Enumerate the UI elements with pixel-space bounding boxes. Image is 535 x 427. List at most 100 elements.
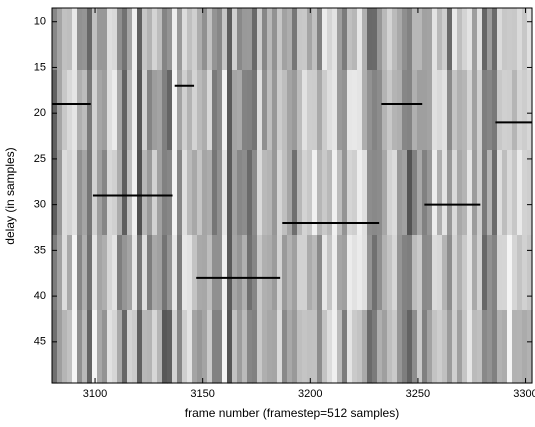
heatmap-cell [277,150,283,236]
heatmap-cell [212,150,218,236]
heatmap-cell [477,235,483,311]
heatmap-cell [52,150,58,236]
heatmap-cell [352,310,358,384]
heatmap-cell [267,150,273,236]
heatmap-cell [107,310,113,384]
heatmap-cell [527,235,533,311]
heatmap-cell [292,8,298,71]
heatmap-cell [242,310,248,384]
heatmap-cell [527,8,533,71]
heatmap-cell [207,70,213,151]
heatmap-cell [277,235,283,311]
heatmap-cell [327,310,333,384]
heatmap-cell [452,8,458,71]
heatmap-cell [67,310,73,384]
heatmap-cell [472,8,478,71]
heatmap-cell [472,150,478,236]
heatmap-cell [522,310,528,384]
heatmap-cell [427,310,433,384]
heatmap-cell [347,8,353,71]
heatmap-cell [217,150,223,236]
heatmap-cell [317,150,323,236]
heatmap-cell [452,310,458,384]
heatmap-cell [487,150,493,236]
heatmap-cell [162,150,168,236]
heatmap-cell [122,70,128,151]
heatmap-cell [192,310,198,384]
heatmap-cell [467,8,473,71]
heatmap-cell [302,235,308,311]
heatmap-cell [322,150,328,236]
heatmap-cell [57,70,63,151]
heatmap-cell [82,235,88,311]
y-tick-label: 30 [34,199,46,211]
heatmap-cell [312,8,318,71]
heatmap-cell [502,70,508,151]
heatmap-cell [152,150,158,236]
heatmap-cell [392,70,398,151]
heatmap-cell [397,8,403,71]
heatmap-cell [322,310,328,384]
heatmap-cell [522,70,528,151]
heatmap-cell [92,70,98,151]
heatmap-cell [217,70,223,151]
heatmap-cell [112,150,118,236]
heatmap-cell [262,70,268,151]
heatmap-cell [202,70,208,151]
heatmap-cell [402,8,408,71]
heatmap-cell [197,310,203,384]
heatmap-cell [387,8,393,71]
heatmap-cell [247,310,253,384]
heatmap-cell [82,310,88,384]
heatmap-cell [282,235,288,311]
y-tick-label: 15 [34,61,46,73]
heatmap-cell [252,235,258,311]
heatmap-cell [347,70,353,151]
heatmap-cell [507,235,513,311]
heatmap-cell [332,235,338,311]
heatmap-cell [192,8,198,71]
heatmap-cell [107,70,113,151]
heatmap-cell [127,70,133,151]
heatmap-cell [387,310,393,384]
heatmap-cell [517,70,523,151]
heatmap-cell [282,150,288,236]
heatmap-cell [142,150,148,236]
heatmap-cell [192,70,198,151]
heatmap-cell [122,310,128,384]
heatmap-cell [312,150,318,236]
heatmap-cell [427,8,433,71]
heatmap-cell [237,235,243,311]
heatmap-cell [102,310,108,384]
heatmap-cell [87,150,93,236]
heatmap-cell [357,8,363,71]
heatmap-cell [52,235,58,311]
heatmap-cell [512,70,518,151]
heatmap-cell [207,310,213,384]
heatmap-cell [272,8,278,71]
heatmap-cell [397,70,403,151]
heatmap-cell [292,70,298,151]
heatmap-cell [77,150,83,236]
heatmap-cell [97,150,103,236]
heatmap-cell [387,150,393,236]
heatmap-cell [177,8,183,71]
heatmap-cell [422,150,428,236]
heatmap-cell [132,150,138,236]
heatmap-cell [417,235,423,311]
heatmap-cell [362,8,368,71]
heatmap-cell [397,150,403,236]
heatmap-cell [382,310,388,384]
heatmap-cell [302,310,308,384]
heatmap-cell [492,150,498,236]
heatmap-cell [212,235,218,311]
heatmap-cell [162,235,168,311]
heatmap-cell [137,235,143,311]
heatmap-cell [322,8,328,71]
heatmap-cell [72,235,78,311]
heatmap-cell [407,150,413,236]
heatmap-cell [167,8,173,71]
heatmap-cell [217,310,223,384]
heatmap-cell [332,8,338,71]
heatmap-cell [142,8,148,71]
